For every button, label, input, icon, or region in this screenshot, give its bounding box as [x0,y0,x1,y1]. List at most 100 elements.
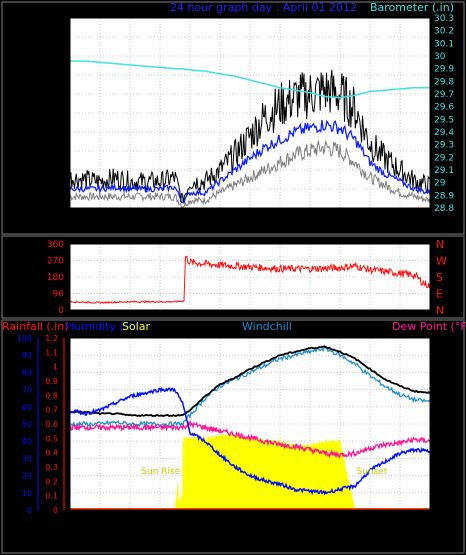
temp-y-tick-label: 70 [436,351,448,361]
humidity-y-tick-label: 60 [22,403,32,412]
wind-y-tick-label: 10 [53,166,65,176]
direction-plot-border [69,243,431,311]
temp-x-tick-label: 10 AM [206,517,234,527]
rain-y-tick-label: 1 [53,363,58,372]
baro-y-tick-label: 30.1 [434,39,454,49]
rain-y-tick-label: 0 [53,506,58,515]
baro-y-tick-label: 29.2 [434,153,454,163]
temp-x-tick-label: 10 PM [386,517,414,527]
temp-x-tick-label: 8 PM [359,517,381,527]
dewpoint-label: Dew Point (°F) [392,320,466,333]
baro-y-tick-label: 29.4 [434,128,454,138]
temperature-label: Temperature (°F) [311,320,406,333]
windchill-label: Windchill [242,320,292,333]
windchill-series [69,345,431,429]
rain-y-tick-label: 0.8 [45,391,58,400]
wind-y-tick-label: 35 [53,71,64,81]
humidity-label: Humidity (%) [66,320,138,333]
wind-x-tick-label: 8 PM [359,213,381,223]
baro-y-tick-label: 30 [434,52,446,62]
direction-y-tick-label: 270 [47,257,64,267]
wind-x-tick-label: 2 PM [269,213,291,223]
barometer-series [70,60,430,99]
temp-y-tick-label: 60 [436,368,448,378]
wind-x-tick-label: 4 AM [119,213,142,223]
direction-panel: 0 N 90 E 180 S 270 W 360 N [47,238,447,317]
wind-y-tick-label: 40 [53,52,65,62]
wind-y-tick-label: 20 [53,128,65,138]
wind-plot-border [69,17,431,209]
rain-y-tick-label: 0.6 [45,420,58,429]
temp-y-tick-label: 40 [436,403,448,413]
rain-y-tick-label: 0.5 [45,434,58,443]
rain-y-tick-label: 1.1 [45,348,58,357]
wind-x-tick-label: 10 PM [386,213,414,223]
wind-x-tick-label: 4 PM [299,213,321,223]
humidity-y-tick-label: 100 [17,334,32,343]
temp-panel-frame [1,319,465,554]
wind-y-tick-label: 0 [58,204,64,214]
direction-panel-frame [1,235,465,319]
temperature-panel: -20 -10 0 10 20 30 40 50 60 70 80 0 0.1 0.2 0.3 0.4 0.5 0… [17,334,451,527]
rain-y-tick-label: 0.2 [45,477,58,486]
rain-y-tick-label: 0.7 [45,406,58,415]
baro-y-tick-label: 29.3 [434,141,454,151]
wind-low-series [69,139,431,209]
wind-y-tick-label: 45 [53,33,64,43]
temp-y-tick-label: 80 [436,334,448,344]
temp-x-tick-label: 8 AM [179,517,202,527]
temp-x-tick-label: 2 PM [269,517,291,527]
wind-x-tick-label: 12 PM [236,213,264,223]
baro-y-tick-label: 29.7 [434,90,454,100]
humidity-y-tick-label: 20 [22,472,32,481]
wind-avg-series [69,119,431,204]
solar-label: Solar [122,320,151,333]
humidity-y-tick-label: 40 [22,437,32,446]
wind-x-tick-label: 8 AM [179,213,202,223]
baro-y-tick-label: 29.8 [434,77,454,87]
humidity-y-tick-label: 30 [22,454,32,463]
baro-y-tick-label: 30.3 [434,14,454,24]
direction-y-tick-label: 0 [58,306,64,316]
temp-y-tick-label: -10 [436,489,451,499]
sunset-label: Sunset [357,467,388,477]
barometer-title: Barometer (.in) [370,1,454,14]
rain-y-tick-label: 0.3 [45,463,58,472]
humidity-y-tick-label: 0 [27,506,32,515]
temp-x-tick-label: 4 PM [299,517,321,527]
direction-compass-label: S [436,271,443,284]
rain-y-tick-label: 1.2 [45,334,58,343]
wind-y-tick-label: 25 [53,109,64,119]
baro-y-tick-label: 30.2 [434,27,454,37]
wind-y-tick-label: 50 [53,14,65,24]
humidity-y-tick-label: 70 [22,386,32,395]
wind-x-tick-label: 0 AM [419,213,442,223]
wind-panel-frame [1,1,465,235]
baro-y-tick-label: 29.1 [434,166,454,176]
wind-x-tick-label: 10 AM [206,213,234,223]
temp-y-tick-label: -20 [436,506,451,516]
humidity-y-tick-label: 10 [22,489,32,498]
wind-x-tick-label: 6 PM [329,213,351,223]
humidity-y-tick-label: 90 [22,351,32,360]
direction-compass-label: N [436,304,444,317]
wind-panel: 0 5 10 15 20 25 30 35 40 45 50 28.8 28.9 29 29.1 29.2 29… [53,14,455,223]
temperature-series [69,345,431,418]
humidity-y-tick-label: 80 [22,368,32,377]
temp-x-tick-label: 0 AM [419,517,442,527]
temp-y-tick-label: 20 [436,437,448,447]
rain-y-tick-label: 0.1 [45,492,58,501]
temp-x-tick-label: 2 AM [89,517,112,527]
direction-y-tick-label: 90 [53,290,65,300]
direction-compass-label: E [436,288,443,301]
temp-y-tick-label: 50 [436,386,448,396]
wind-y-tick-label: 5 [58,185,64,195]
temp-y-tick-label: 30 [436,420,448,430]
baro-y-tick-label: 29.5 [434,115,454,125]
direction-y-tick-label: 180 [47,273,64,283]
temp-x-tick-label: 12 PM [236,517,264,527]
direction-compass-label: W [436,255,447,268]
rain-y-tick-label: 0.4 [45,449,58,458]
